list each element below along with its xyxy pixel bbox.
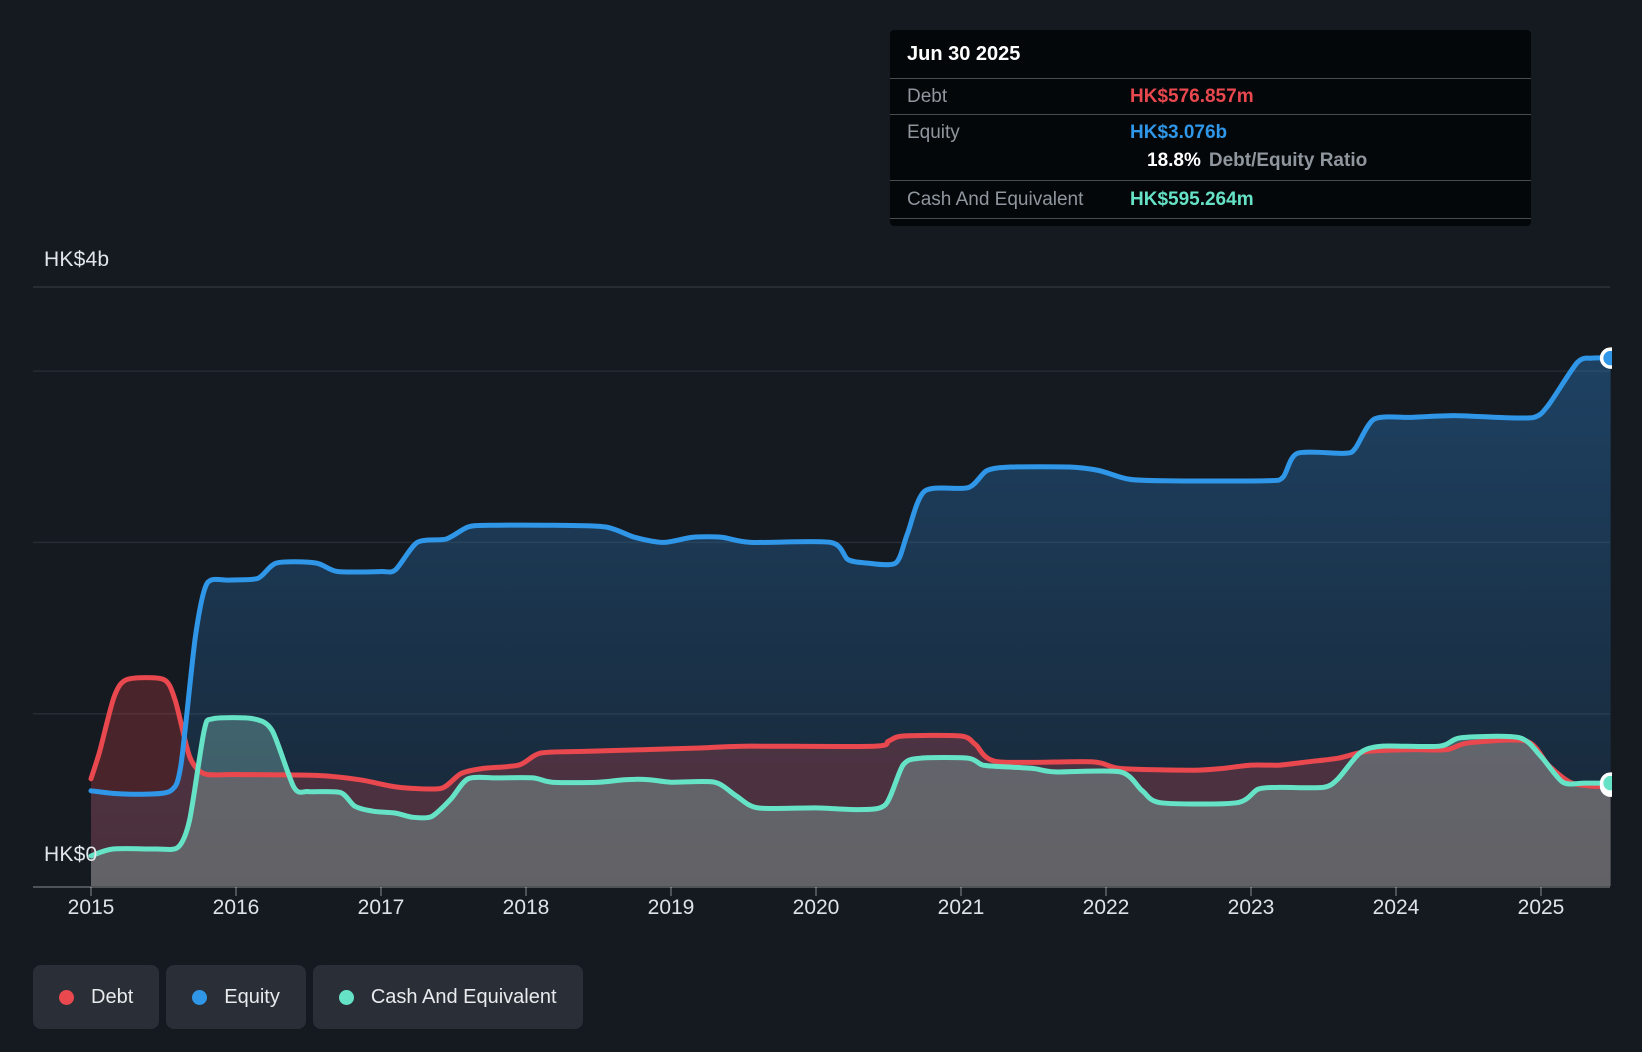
- cash-dot-icon: [338, 989, 354, 1005]
- legend-debt-label: Debt: [91, 985, 134, 1008]
- tooltip-cash-label: Cash And Equivalent: [907, 188, 1084, 210]
- x-tick-label: 2022: [1082, 896, 1130, 919]
- tooltip-equity-value: HK$3.076b: [1130, 121, 1228, 143]
- cash-area: [91, 717, 1611, 886]
- tooltip-debt-label: Debt: [907, 85, 948, 107]
- x-tick-label: 2023: [1227, 896, 1275, 919]
- equity-line: [88, 355, 1612, 797]
- equity-dot-icon: [192, 989, 208, 1005]
- cash-line: [88, 715, 1612, 859]
- tooltip-debt-value: HK$576.857m: [1130, 85, 1254, 107]
- debt-dot-icon: [59, 989, 74, 1005]
- equity-area: [91, 357, 1611, 886]
- debt-area: [91, 677, 1611, 886]
- tooltip-equity-label: Equity: [907, 121, 960, 143]
- chart-tooltip: Jun 30 2025 Debt HK$576.857m Equity HK$3…: [890, 30, 1531, 226]
- tooltip-row-ratio: 18.8% Debt/Equity Ratio: [890, 150, 1531, 181]
- x-tick-label: 2021: [937, 896, 985, 919]
- equity-end-marker[interactable]: [1599, 347, 1620, 369]
- legend-item-cash[interactable]: Cash And Equivalent: [312, 965, 583, 1029]
- debt-line: [88, 675, 1612, 792]
- x-tick-label: 2025: [1517, 896, 1565, 919]
- tooltip-row-cash: Cash And Equivalent HK$595.264m: [890, 181, 1531, 219]
- chart-legend: Debt Equity Cash And Equivalent: [33, 965, 583, 1029]
- x-tick-label: 2016: [212, 896, 260, 919]
- legend-item-equity[interactable]: Equity: [166, 965, 306, 1029]
- tooltip-ratio-label: Debt/Equity Ratio: [1208, 150, 1368, 171]
- x-tick-label: 2018: [502, 896, 550, 919]
- x-tick-label: 2020: [792, 896, 840, 919]
- x-tick-label: 2019: [647, 896, 695, 919]
- cash-end-marker[interactable]: [1599, 772, 1620, 794]
- y-axis-zero-label: HK$0: [44, 843, 98, 866]
- x-tick-label: 2015: [67, 896, 115, 919]
- x-tick-label: 2017: [357, 896, 405, 919]
- tooltip-bottom-padding: [890, 219, 1531, 226]
- tooltip-ratio-value: 18.8%: [1147, 150, 1201, 171]
- tooltip-row-equity: Equity HK$3.076b: [890, 115, 1531, 150]
- x-tick-label: 2024: [1372, 896, 1420, 919]
- series-group: [88, 347, 1620, 886]
- legend-equity-label: Equity: [224, 985, 280, 1008]
- tooltip-row-debt: Debt HK$576.857m: [890, 79, 1531, 115]
- tooltip-cash-value: HK$595.264m: [1130, 188, 1254, 210]
- legend-cash-label: Cash And Equivalent: [370, 985, 557, 1008]
- y-axis-max-label: HK$4b: [44, 248, 110, 271]
- tooltip-date: Jun 30 2025: [890, 30, 1531, 79]
- legend-item-debt[interactable]: Debt: [33, 965, 160, 1029]
